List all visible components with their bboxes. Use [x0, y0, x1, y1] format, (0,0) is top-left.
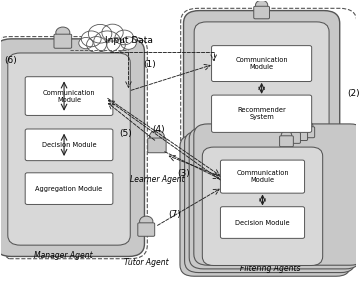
FancyBboxPatch shape	[254, 6, 269, 19]
FancyBboxPatch shape	[194, 124, 362, 265]
Circle shape	[107, 38, 125, 53]
FancyBboxPatch shape	[301, 127, 315, 138]
Text: (4): (4)	[152, 125, 165, 134]
FancyBboxPatch shape	[180, 135, 350, 276]
FancyBboxPatch shape	[189, 128, 359, 269]
Text: (6): (6)	[4, 56, 17, 64]
FancyBboxPatch shape	[0, 39, 144, 256]
Text: Input Data: Input Data	[105, 36, 152, 45]
Text: Communication
Module: Communication Module	[43, 89, 95, 103]
Text: Communication
Module: Communication Module	[235, 57, 288, 70]
FancyBboxPatch shape	[54, 34, 72, 48]
FancyBboxPatch shape	[184, 11, 340, 166]
Circle shape	[115, 30, 134, 45]
FancyBboxPatch shape	[220, 207, 304, 238]
Text: Communication
Module: Communication Module	[236, 170, 289, 183]
Circle shape	[81, 31, 101, 47]
FancyBboxPatch shape	[138, 223, 155, 236]
Text: Decision Module: Decision Module	[42, 142, 96, 148]
Circle shape	[88, 24, 112, 43]
Circle shape	[121, 37, 136, 49]
FancyBboxPatch shape	[25, 129, 113, 161]
Text: (2): (2)	[347, 89, 359, 99]
Circle shape	[289, 128, 299, 136]
Bar	[81, 42, 134, 48]
Circle shape	[256, 0, 268, 10]
Circle shape	[94, 31, 121, 53]
Text: Learner Agent: Learner Agent	[130, 174, 184, 183]
FancyBboxPatch shape	[25, 77, 113, 115]
FancyBboxPatch shape	[8, 53, 130, 245]
Text: (5): (5)	[119, 129, 132, 138]
Circle shape	[56, 27, 70, 38]
FancyBboxPatch shape	[211, 46, 312, 82]
Text: (3): (3)	[177, 169, 190, 178]
Circle shape	[303, 122, 313, 130]
FancyBboxPatch shape	[202, 147, 323, 266]
FancyBboxPatch shape	[25, 173, 113, 204]
Text: Filtering Agents: Filtering Agents	[240, 264, 301, 273]
FancyBboxPatch shape	[185, 131, 355, 273]
Circle shape	[150, 130, 164, 142]
Text: Tutor Agent: Tutor Agent	[124, 258, 169, 267]
FancyBboxPatch shape	[279, 136, 293, 147]
Circle shape	[295, 125, 306, 133]
Circle shape	[281, 131, 292, 139]
FancyBboxPatch shape	[148, 138, 166, 153]
Circle shape	[140, 216, 153, 227]
Text: Aggregation Module: Aggregation Module	[35, 186, 103, 192]
FancyBboxPatch shape	[220, 160, 304, 193]
Circle shape	[102, 24, 123, 41]
Text: Recommender
System: Recommender System	[237, 107, 286, 120]
Circle shape	[87, 37, 106, 53]
FancyBboxPatch shape	[287, 132, 300, 143]
Text: Decision Module: Decision Module	[235, 220, 290, 225]
Text: Recommender Agent: Recommender Agent	[221, 163, 302, 172]
Text: Manager Agent: Manager Agent	[34, 251, 92, 260]
FancyBboxPatch shape	[211, 95, 312, 132]
Text: (1): (1)	[143, 60, 156, 69]
Text: (7): (7)	[168, 210, 181, 219]
Circle shape	[79, 37, 93, 49]
FancyBboxPatch shape	[194, 22, 329, 155]
FancyBboxPatch shape	[294, 130, 308, 141]
